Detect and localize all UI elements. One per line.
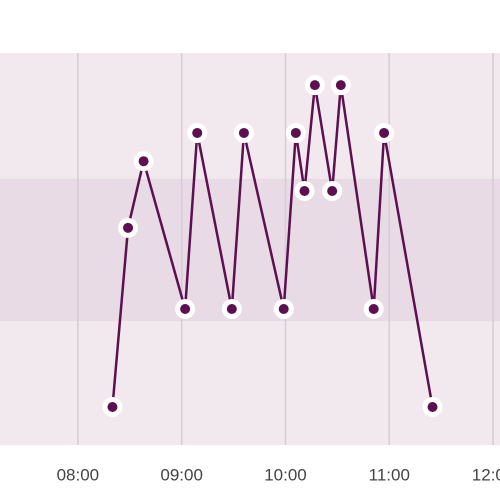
- point: [327, 185, 338, 196]
- x-tick-label: 09:00: [160, 465, 203, 484]
- x-tick-label: 08:00: [57, 465, 100, 484]
- line: [111, 83, 434, 408]
- x-tick-label: 10:00: [264, 465, 307, 484]
- point: [192, 127, 203, 138]
- point: [180, 303, 191, 314]
- target-band: [0, 178, 500, 322]
- point: [278, 303, 289, 314]
- x-tick-label: 11:00: [369, 465, 410, 484]
- x-tick-label: 12:00: [472, 465, 500, 484]
- point: [299, 185, 310, 196]
- point: [379, 127, 390, 138]
- point: [107, 401, 118, 412]
- point: [368, 303, 379, 314]
- point: [138, 156, 149, 167]
- point: [335, 80, 346, 91]
- point: [427, 401, 438, 412]
- point: [226, 303, 237, 314]
- point: [309, 80, 320, 91]
- point: [123, 222, 134, 233]
- point: [290, 127, 301, 138]
- point: [238, 127, 249, 138]
